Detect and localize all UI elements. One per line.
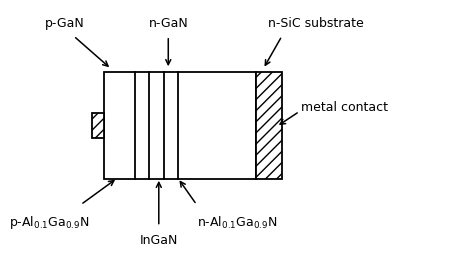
Text: p-Al$_{0.1}$Ga$_{0.9}$N: p-Al$_{0.1}$Ga$_{0.9}$N <box>9 214 90 231</box>
Text: n-Al$_{0.1}$Ga$_{0.9}$N: n-Al$_{0.1}$Ga$_{0.9}$N <box>197 215 277 231</box>
Text: n-GaN: n-GaN <box>148 17 188 29</box>
Bar <box>92 113 104 138</box>
Text: n-SiC substrate: n-SiC substrate <box>268 17 364 29</box>
Text: metal contact: metal contact <box>301 101 388 114</box>
Bar <box>256 72 282 179</box>
Text: p-GaN: p-GaN <box>45 17 85 29</box>
Bar <box>104 72 256 179</box>
Text: InGaN: InGaN <box>140 234 178 247</box>
